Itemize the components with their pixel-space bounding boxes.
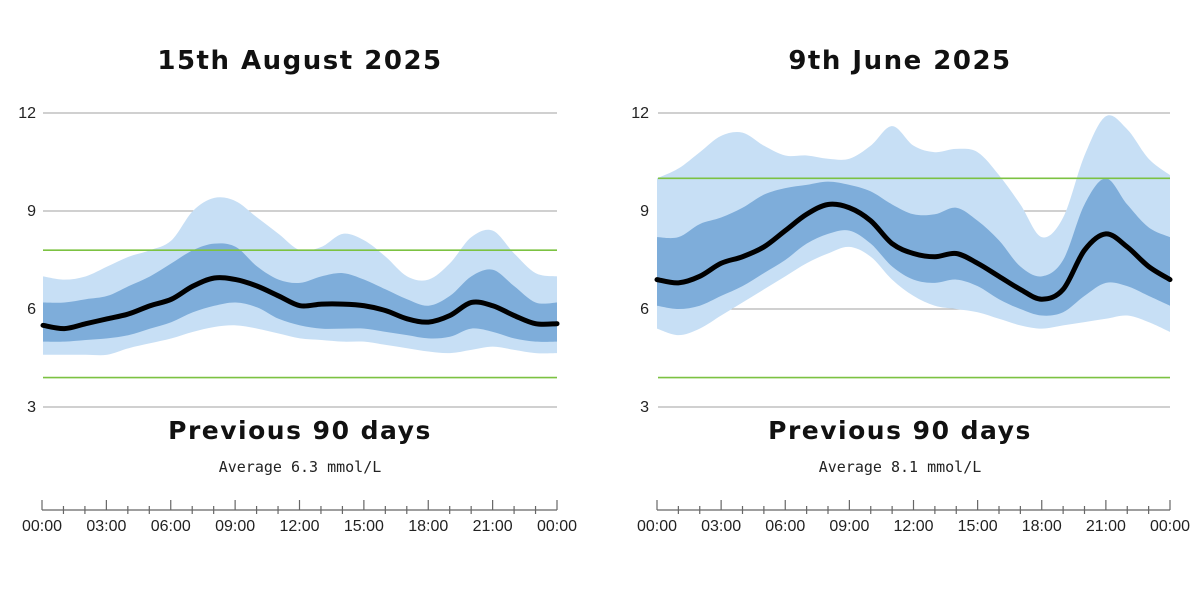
percentile-band-25-75 — [657, 178, 1170, 316]
x-tick-label: 00:00 — [1150, 518, 1190, 535]
x-tick-label: 00:00 — [537, 518, 577, 535]
average-glucose-text: Average 6.3 mmol/L — [218, 458, 382, 476]
y-tick-label: 6 — [640, 301, 649, 318]
x-tick-label: 12:00 — [279, 518, 319, 535]
chart-title: 15th August 2025 — [157, 46, 443, 76]
chart-title: 9th June 2025 — [788, 46, 1012, 76]
x-tick-label: 12:00 — [893, 518, 933, 535]
y-tick-label: 12 — [631, 105, 649, 122]
x-tick-label: 00:00 — [22, 518, 62, 535]
x-tick-label: 09:00 — [829, 518, 869, 535]
x-tick-label: 18:00 — [408, 518, 448, 535]
x-tick-label: 21:00 — [473, 518, 513, 535]
median-line — [40, 275, 560, 332]
percentile-band-25-75 — [43, 243, 557, 342]
agp-chart-june: 3 6 9 12 00:00 03:00 06:00 09:00 12:00 15:00 18:00… — [631, 105, 1190, 535]
x-tick-label: 00:00 — [637, 518, 677, 535]
x-tick-label: 21:00 — [1086, 518, 1126, 535]
x-tick-label: 15:00 — [344, 518, 384, 535]
x-tick-label: 06:00 — [765, 518, 805, 535]
x-tick-label: 18:00 — [1022, 518, 1062, 535]
chart-subtitle: Previous 90 days — [168, 416, 432, 445]
median-line — [654, 201, 1173, 302]
y-tick-label: 12 — [18, 105, 36, 122]
x-tick-label: 03:00 — [701, 518, 741, 535]
x-tick-label: 03:00 — [86, 518, 126, 535]
y-tick-label: 3 — [640, 399, 649, 416]
x-tick-label: 15:00 — [958, 518, 998, 535]
x-tick-label: 09:00 — [215, 518, 255, 535]
chart-panel-june: 9th June 2025 3 6 9 12 00:00 03:00 06:00 09:00 1… — [600, 0, 1200, 600]
y-tick-label: 9 — [640, 203, 649, 220]
agp-chart-august: 3 6 9 12 00:00 03:00 06:00 09:00 12:00 15:00 18:00… — [18, 105, 577, 535]
chart-panel-august: 15th August 2025 3 6 9 12 00:00 03:00 06:00 09:… — [18, 46, 577, 535]
chart-subtitle: Previous 90 days — [768, 416, 1032, 445]
y-tick-label: 6 — [27, 301, 36, 318]
y-tick-label: 9 — [27, 203, 36, 220]
x-tick-label: 06:00 — [151, 518, 191, 535]
y-tick-label: 3 — [27, 399, 36, 416]
average-glucose-text: Average 8.1 mmol/L — [818, 458, 982, 476]
